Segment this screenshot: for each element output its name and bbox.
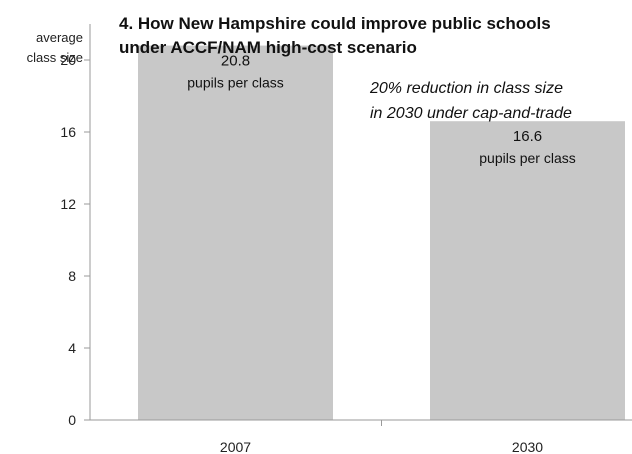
annotation-line-1: 20% reduction in class size [369, 80, 563, 97]
x-category-label-2007: 2007 [220, 439, 251, 454]
y-tick-label-16: 16 [60, 124, 76, 140]
y-tick-labels: 0 4 8 12 16 20 [60, 52, 76, 428]
bar-unit-label-2007: pupils per class [187, 75, 284, 91]
y-axis-label-line-2: class size [27, 50, 83, 65]
x-category-labels: 2007 2030 [220, 439, 543, 454]
bar-2007 [138, 45, 333, 420]
bars-layer [138, 45, 625, 420]
x-category-label-2030: 2030 [512, 439, 543, 454]
y-tick-label-8: 8 [68, 268, 76, 284]
bar-2030 [430, 121, 625, 420]
bar-unit-label-2030: pupils per class [479, 150, 576, 166]
y-tick-label-4: 4 [68, 340, 76, 356]
bar-value-label-2030: 16.6 [513, 128, 542, 145]
chart-title-line-2: under ACCF/NAM high-cost scenario [119, 38, 417, 57]
chart-title-line-1: 4. How New Hampshire could improve publi… [119, 14, 551, 33]
y-tick-label-20: 20 [60, 52, 76, 68]
bar-value-label-2007: 20.8 [221, 53, 250, 70]
y-tick-label-0: 0 [68, 412, 76, 428]
y-tick-label-12: 12 [60, 196, 76, 212]
annotation-line-2: in 2030 under cap-and-trade [370, 105, 572, 122]
axis-layer [84, 24, 632, 426]
y-axis-label-line-1: average [36, 30, 83, 45]
bar-data-labels: 20.8 pupils per class 16.6 pupils per class [187, 53, 576, 167]
